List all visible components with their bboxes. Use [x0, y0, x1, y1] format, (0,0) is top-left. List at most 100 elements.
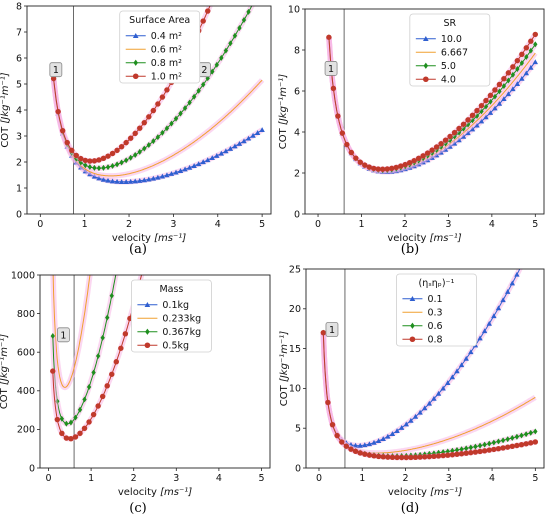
- data-point: [408, 417, 414, 423]
- data-point: [114, 147, 120, 153]
- data-point: [411, 157, 417, 164]
- data-point: [523, 431, 529, 438]
- y-tick-label: 20: [289, 304, 301, 315]
- data-point: [72, 434, 79, 440]
- data-point: [445, 380, 451, 385]
- data-point: [50, 75, 57, 82]
- legend-box: [409, 13, 491, 87]
- data-point: [357, 450, 363, 456]
- data-point: [510, 434, 515, 441]
- data-point: [496, 100, 503, 106]
- data-point: [528, 64, 534, 70]
- data-point: [95, 403, 101, 409]
- data-point: [362, 451, 368, 457]
- data-point: [164, 125, 170, 132]
- data-point: [334, 432, 340, 439]
- data-point: [519, 75, 525, 81]
- data-point: [456, 125, 462, 132]
- region-marker-label: 1: [329, 325, 335, 336]
- data-point: [514, 442, 520, 449]
- x-tick-label: 0: [37, 219, 43, 230]
- data-point: [519, 263, 524, 268]
- data-point: [245, 135, 252, 141]
- data-point: [119, 159, 124, 166]
- data-point: [500, 437, 506, 444]
- data-point: [486, 447, 492, 453]
- data-point: [420, 153, 426, 159]
- data-point: [339, 439, 345, 445]
- data-point: [393, 164, 399, 171]
- data-point: [141, 119, 147, 126]
- data-point: [523, 441, 529, 447]
- data-point: [431, 453, 437, 460]
- legend-marker: [133, 59, 138, 66]
- axes-frame: [39, 274, 271, 469]
- data-point: [59, 430, 65, 436]
- data-point: [73, 152, 79, 159]
- data-point: [104, 383, 110, 389]
- data-point: [357, 159, 364, 165]
- data-point: [510, 64, 516, 70]
- data-point: [142, 145, 147, 152]
- data-point: [477, 448, 483, 455]
- data-point: [352, 442, 359, 448]
- data-point: [483, 114, 489, 120]
- caption-d: (d): [401, 501, 419, 516]
- legend-box: [130, 279, 212, 353]
- data-point: [495, 305, 502, 311]
- region-marker-label: 1: [328, 64, 334, 75]
- data-point: [412, 413, 419, 419]
- data-point: [408, 454, 414, 461]
- region-marker-box: [57, 327, 70, 343]
- x-tick-label: 0: [316, 473, 322, 484]
- data-point: [362, 442, 368, 448]
- data-point: [122, 331, 129, 337]
- data-point: [385, 433, 391, 439]
- data-point: [105, 177, 111, 183]
- data-point: [491, 446, 497, 453]
- data-point: [422, 454, 428, 460]
- data-point: [91, 369, 96, 376]
- plot-area: [320, 263, 539, 461]
- data-point: [501, 96, 507, 102]
- y-tick-label: 15: [289, 344, 301, 355]
- data-point: [83, 162, 88, 169]
- y-axis-label-unit: [Jkg⁻¹m⁻¹]: [0, 72, 11, 123]
- data-point: [232, 143, 238, 149]
- data-point: [353, 155, 359, 161]
- data-point: [532, 31, 539, 38]
- plot-area: [50, 275, 145, 442]
- data-point: [348, 446, 354, 452]
- data-point: [155, 174, 161, 180]
- y-axis-label-main: COT: [0, 385, 10, 409]
- data-point: [335, 113, 341, 119]
- data-point: [500, 297, 506, 303]
- data-point: [426, 400, 433, 406]
- data-point: [196, 87, 201, 94]
- data-point: [96, 175, 102, 181]
- y-tick-label: 10: [288, 4, 300, 15]
- data-point: [442, 137, 449, 143]
- data-point: [200, 159, 206, 165]
- data-point: [473, 443, 478, 450]
- data-point: [403, 421, 409, 427]
- data-point: [141, 177, 147, 183]
- data-point: [164, 172, 170, 178]
- data-point: [114, 161, 120, 168]
- data-point: [424, 150, 431, 156]
- legend-marker: [144, 301, 151, 307]
- data-point: [178, 110, 183, 117]
- caption-a: (a): [129, 242, 147, 257]
- legend-entry-label: 1.0 m²: [151, 72, 182, 83]
- legend-entry-label: 0.6 m²: [151, 45, 182, 56]
- data-point: [100, 155, 107, 162]
- data-point: [348, 149, 355, 156]
- data-point: [532, 59, 539, 65]
- x-tick-label: 5: [258, 473, 264, 484]
- data-point: [159, 173, 166, 179]
- data-point: [366, 441, 373, 447]
- x-axis-label-main: velocity: [118, 487, 160, 498]
- y-tick-label: 800: [17, 309, 35, 320]
- x-axis-label-unit: [ms⁻¹]: [430, 233, 462, 244]
- data-point: [123, 157, 129, 164]
